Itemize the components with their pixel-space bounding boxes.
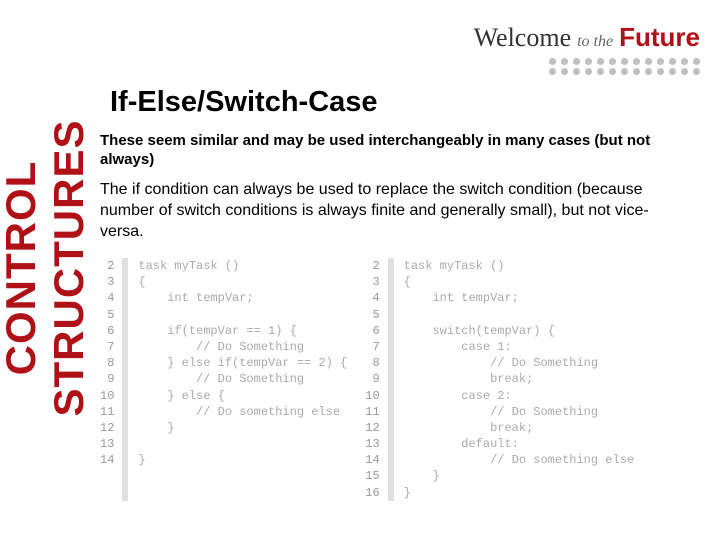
decorative-dot-grid [549, 58, 700, 75]
code-block-switch: 2 3 4 5 6 7 8 9 10 11 12 13 14 15 16 tas… [365, 258, 634, 501]
slide-title: If-Else/Switch-Case [110, 86, 378, 119]
line-numbers-right: 2 3 4 5 6 7 8 9 10 11 12 13 14 15 16 [365, 258, 387, 501]
logo-welcome: Welcome [474, 23, 572, 53]
code-block-ifelse: 2 3 4 5 6 7 8 9 10 11 12 13 14 task myTa… [100, 258, 347, 501]
code-comparison: 2 3 4 5 6 7 8 9 10 11 12 13 14 task myTa… [100, 258, 700, 501]
header-logo: Welcome to the Future [474, 22, 700, 53]
gutter-left [122, 258, 128, 501]
code-text-right: task myTask () { int tempVar; switch(tem… [404, 258, 634, 501]
logo-future: Future [619, 22, 700, 53]
code-text-left: task myTask () { int tempVar; if(tempVar… [138, 258, 347, 501]
sidebar-label: CONTROL STRUCTURES [0, 28, 93, 508]
intro-1: These seem similar and may be used inter… [100, 132, 690, 170]
logo-tothe: to the [577, 33, 613, 51]
intro-2: The if condition can always be used to r… [100, 180, 690, 242]
line-numbers-left: 2 3 4 5 6 7 8 9 10 11 12 13 14 [100, 258, 122, 501]
gutter-right [388, 258, 394, 501]
